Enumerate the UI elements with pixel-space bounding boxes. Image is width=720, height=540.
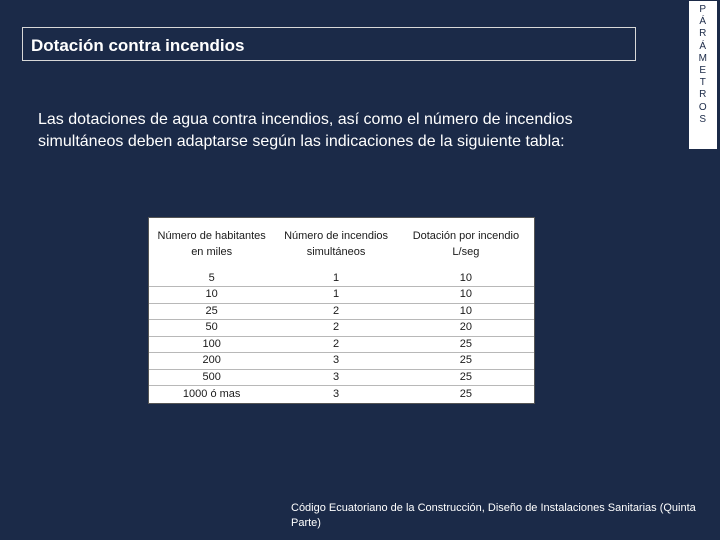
cell-inhabitants: 200 [149, 352, 275, 370]
table-row: 100 2 25 [149, 336, 534, 353]
side-tab-letter: R [699, 28, 707, 40]
table-row: 10 1 10 [149, 286, 534, 304]
cell-inhabitants: 25 [149, 303, 275, 320]
cell-flow: 20 [397, 319, 534, 337]
side-tab-letter: P [699, 4, 707, 15]
side-tab-letter: R [699, 89, 707, 101]
side-tab-letter: Á [699, 16, 707, 28]
cell-fires: 3 [274, 369, 398, 386]
fire-demand-table-container: Número de habitantes en miles Número de … [148, 217, 535, 404]
cell-inhabitants: 50 [149, 319, 275, 337]
cell-inhabitants: 500 [149, 369, 275, 386]
fire-demand-table: Número de habitantes en miles Número de … [149, 218, 534, 402]
header-simultaneous-fires: Número de incendios simultáneos [284, 230, 389, 258]
cell-flow: 10 [397, 303, 534, 320]
cell-fires: 2 [274, 319, 398, 337]
cell-fires: 3 [274, 352, 398, 370]
cell-flow: 25 [397, 336, 534, 353]
table-row: 5 1 10 [149, 270, 534, 287]
cell-flow: 10 [397, 286, 534, 304]
side-tab-letter: M [698, 52, 708, 64]
table-row: 200 3 25 [149, 352, 534, 370]
side-tab-parametros: P Á R Á M E T R O S [688, 0, 718, 150]
cell-inhabitants: 5 [149, 270, 275, 287]
slide-title-text: Dotación contra incendios [31, 36, 245, 55]
side-tab-letter: E [699, 65, 707, 77]
header-inhabitants: Número de habitantes en miles [157, 230, 266, 258]
cell-inhabitants: 100 [149, 336, 275, 353]
table-row: 500 3 25 [149, 369, 534, 386]
cell-fires: 2 [274, 303, 398, 320]
header-flow-per-fire: Dotación por incendio L/seg [412, 230, 520, 258]
table-header-row: Número de habitantes en miles Número de … [149, 218, 534, 270]
intro-paragraph: Las dotaciones de agua contra incendios,… [38, 111, 573, 150]
side-tab-letter: S [699, 113, 707, 125]
side-tab-letter: Á [699, 40, 707, 52]
table-row: 1000 ó mas 3 25 [149, 386, 534, 403]
table-row: 50 2 20 [149, 319, 534, 337]
cell-inhabitants: 10 [149, 286, 275, 304]
cell-inhabitants: 1000 ó mas [182, 387, 241, 400]
source-citation: Código Ecuatoriano de la Construcción, D… [291, 502, 696, 529]
slide-title: Dotación contra incendios [22, 27, 636, 61]
cell-fires: 3 [333, 387, 340, 400]
cell-flow: 25 [459, 387, 473, 400]
side-tab-letter: T [699, 77, 707, 89]
cell-fires: 2 [274, 336, 398, 353]
cell-fires: 1 [274, 270, 398, 287]
cell-fires: 1 [274, 286, 398, 304]
cell-flow: 25 [397, 369, 534, 386]
cell-flow: 10 [397, 270, 534, 287]
table-row: 25 2 10 [149, 303, 534, 320]
cell-flow: 25 [397, 352, 534, 370]
side-tab-letter: O [698, 101, 708, 113]
